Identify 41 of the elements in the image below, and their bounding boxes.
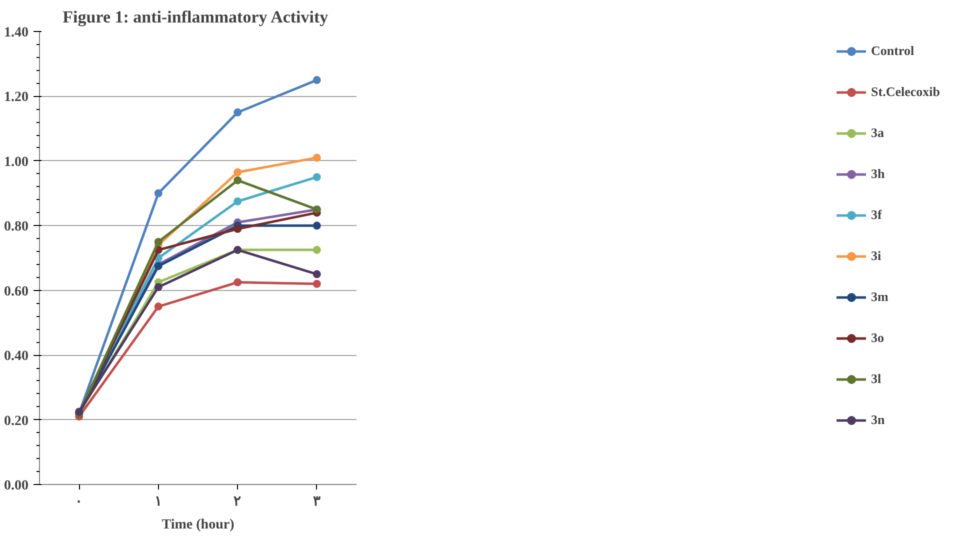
point xyxy=(234,168,242,176)
y-tick-label: 1.20 xyxy=(4,90,28,106)
legend-label: 3o xyxy=(871,330,886,346)
y-tick-label: 1.00 xyxy=(4,154,28,170)
legend-label: 3m xyxy=(871,289,890,305)
point xyxy=(312,154,321,162)
y-tick-label: 0.40 xyxy=(4,349,28,364)
point xyxy=(234,108,242,116)
x-tick-label: ٠ xyxy=(75,494,84,510)
legend-label: 3n xyxy=(871,412,886,428)
legend-label: 3l xyxy=(871,371,882,387)
legend-label: 3a xyxy=(871,125,886,141)
x-tick-label: ٣ xyxy=(312,494,321,510)
point xyxy=(154,283,162,292)
legend-label: Control xyxy=(871,43,914,59)
point xyxy=(234,278,242,286)
point xyxy=(312,270,321,278)
y-tick-label: 0.60 xyxy=(4,284,28,300)
y-tick-label: 0.20 xyxy=(4,414,28,429)
point xyxy=(312,76,321,84)
legend-label: 3h xyxy=(871,166,886,182)
y-tick-label: 0.80 xyxy=(4,220,28,235)
x-tick-label: ١ xyxy=(154,494,162,510)
point xyxy=(154,302,162,311)
chart-title: Figure 1: anti-inflammatory Activity xyxy=(62,8,329,26)
point xyxy=(154,189,162,198)
point xyxy=(234,197,242,206)
x-axis-title: Time (hour) xyxy=(162,518,235,532)
x-tick-label: ٢ xyxy=(234,494,242,510)
legend-label: 3i xyxy=(871,248,882,264)
y-tick-label: 1.40 xyxy=(4,26,28,40)
point xyxy=(312,280,321,288)
legend-label: 3f xyxy=(871,207,883,223)
point xyxy=(234,176,242,184)
point xyxy=(154,238,162,246)
y-tick-label: 0.00 xyxy=(4,478,28,494)
point xyxy=(312,222,321,230)
point xyxy=(312,173,321,182)
point xyxy=(234,224,242,233)
legend-label: St.Celecoxib xyxy=(871,84,940,100)
point xyxy=(312,246,321,254)
